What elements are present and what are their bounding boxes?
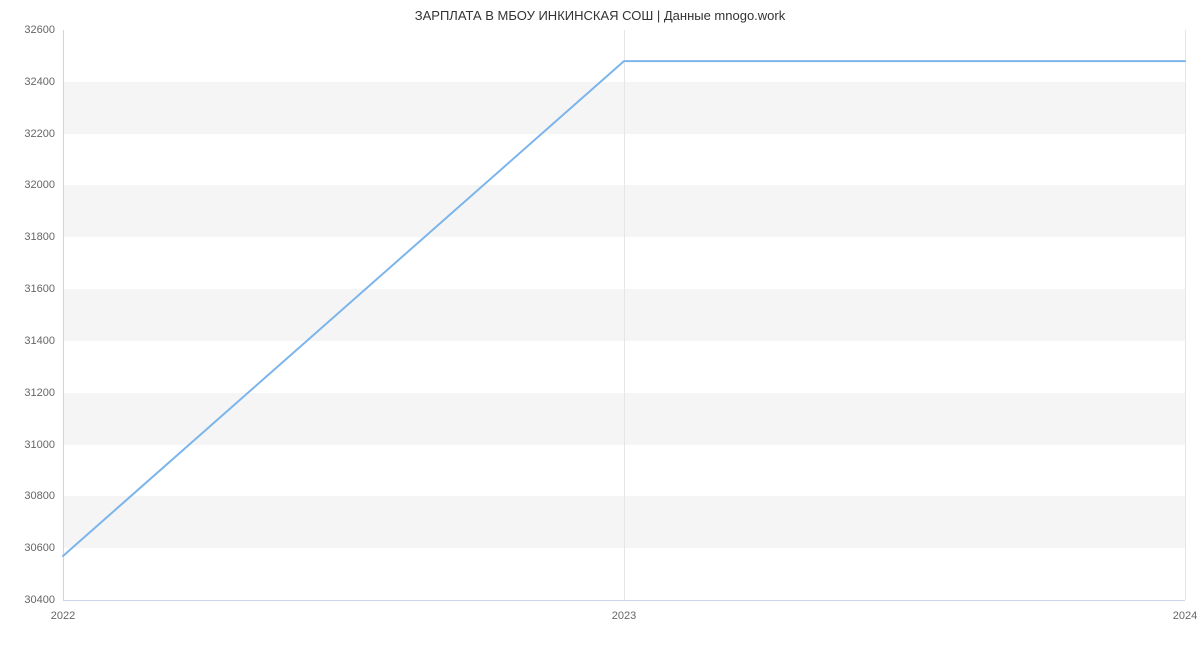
y-tick-label: 31200: [0, 387, 55, 399]
x-tick-label: 2023: [612, 610, 636, 622]
y-tick-label: 32400: [0, 76, 55, 88]
x-axis-line: [63, 600, 1185, 601]
plot-area: [63, 30, 1185, 600]
y-tick-label: 32000: [0, 179, 55, 191]
y-tick-label: 31400: [0, 335, 55, 347]
x-tick-label: 2024: [1173, 610, 1197, 622]
y-tick-label: 31000: [0, 439, 55, 451]
chart-title: ЗАРПЛАТА В МБОУ ИНКИНСКАЯ СОШ | Данные m…: [0, 8, 1200, 23]
y-tick-label: 30800: [0, 490, 55, 502]
series-svg: [63, 30, 1185, 600]
y-tick-label: 30400: [0, 594, 55, 606]
y-tick-label: 31600: [0, 283, 55, 295]
y-tick-label: 31800: [0, 231, 55, 243]
series-line-salary: [63, 61, 1185, 556]
y-tick-label: 30600: [0, 542, 55, 554]
y-tick-label: 32200: [0, 128, 55, 140]
x-tick-label: 2022: [51, 610, 75, 622]
y-tick-label: 32600: [0, 24, 55, 36]
grid-line: [1185, 30, 1186, 600]
salary-line-chart: ЗАРПЛАТА В МБОУ ИНКИНСКАЯ СОШ | Данные m…: [0, 0, 1200, 650]
